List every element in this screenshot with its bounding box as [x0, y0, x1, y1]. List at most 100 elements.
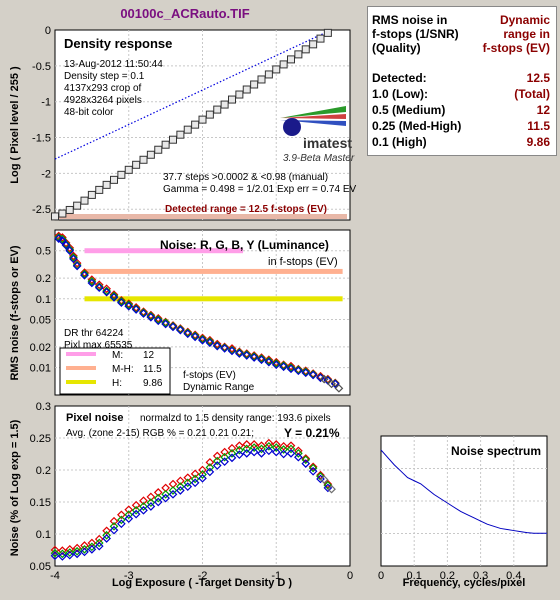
pixel-noise-point [58, 549, 67, 559]
pixel-noise-point [117, 519, 126, 529]
summary-row-value: 12.5 [526, 71, 550, 85]
noise-point [102, 284, 111, 294]
summary-row-value: 9.86 [526, 135, 550, 149]
pixel-noise-point [235, 441, 244, 451]
detected-range-bar [57, 214, 347, 219]
pixel-noise-point [161, 493, 170, 503]
pixel-noise-point [176, 486, 185, 495]
noise-legend-entries: M: 12 M-H: 11.5 H: 9.86 [66, 350, 163, 389]
pixel-noise-point [131, 500, 141, 510]
noise-point [65, 245, 75, 254]
legend-note: f-stops (EV) [183, 370, 236, 381]
pixel-noise-point [94, 538, 104, 548]
imatest-logo: imatest 3.9-Beta Master [280, 106, 355, 164]
noise-point [124, 299, 134, 309]
dr-note: Pixl max 65535 [64, 340, 133, 351]
pixel-noise-point [190, 474, 200, 484]
noise-point [109, 291, 119, 301]
spectrum-grid [381, 436, 547, 566]
pixel-noise-point [183, 478, 193, 488]
noise-point [109, 290, 119, 299]
logo-ray-red [280, 114, 346, 119]
noise-point [294, 366, 303, 376]
pixel-noise-point [153, 493, 163, 503]
density-info-line: 13-Aug-2012 11:50:44 [64, 59, 163, 70]
pixel-noise-point [72, 546, 82, 556]
ytick-label: 0.01 [30, 363, 51, 375]
pixel-noise-point [301, 455, 311, 465]
pixel-noise-point [168, 489, 178, 499]
ytick-label: 0.5 [36, 246, 51, 258]
ytick-label: -1 [41, 97, 51, 109]
noise-point [301, 367, 311, 377]
density-panel: 0 -0.5 -1 -1.5 -2 -2.5 Density response 13-Au… [9, 25, 356, 221]
pixel-noise-point [308, 463, 318, 473]
density-point [139, 155, 148, 164]
noise-point [286, 364, 296, 374]
noise-point [205, 335, 215, 345]
density-point [110, 175, 118, 184]
ytick-label: 0.25 [30, 433, 51, 445]
noise-point [80, 268, 89, 277]
ytick-label: 0.2 [36, 465, 51, 477]
pixel-noise-point [168, 486, 178, 495]
density-point [323, 28, 332, 37]
noise-point [72, 260, 82, 270]
pixel-noise-point [286, 449, 296, 458]
ytick-label: 0.1 [36, 294, 51, 306]
noise-point [227, 344, 237, 353]
noise-point [190, 331, 200, 341]
legend-key: M: [112, 350, 123, 361]
density-point [198, 115, 207, 124]
density-point [301, 45, 310, 54]
noise-point [264, 356, 274, 366]
summary-row-label: 0.25 (Med-High) [372, 119, 462, 133]
noise-point [69, 251, 78, 261]
density-point [220, 100, 229, 109]
pixel-noise-point [190, 469, 200, 479]
noise-point [61, 240, 71, 250]
spectrum-title: Noise spectrum [451, 444, 541, 458]
summary-header-left: RMS noise in f-stops (1/SNR) (Quality) [372, 13, 459, 55]
density-point [287, 55, 295, 64]
spectrum-line [380, 449, 547, 534]
pixel-noise-point [220, 452, 229, 462]
pixel-noise-point [102, 530, 111, 540]
density-info-line: Density step = 0.1 [64, 71, 145, 82]
pixel-noise-point [109, 525, 119, 535]
summary-row-label: 0.1 (High) [372, 135, 427, 149]
pixel-noise-point [58, 552, 67, 561]
pixel-title: Pixel noise [66, 412, 123, 424]
pixel-noise-point [124, 505, 134, 515]
noise-point [94, 280, 104, 290]
noise-point [183, 328, 193, 338]
ytick-label: -2 [41, 168, 51, 180]
summary-row-label: 0.5 (Medium) [372, 103, 446, 117]
density-point [73, 201, 82, 210]
density-point [183, 125, 192, 134]
noise-point [271, 359, 281, 368]
pixel-noise-point [94, 541, 104, 551]
density-point [87, 190, 96, 199]
pixel-noise-point [117, 515, 126, 525]
legend-note: Dynamic Range [183, 382, 255, 393]
pixel-noise-point [124, 510, 134, 520]
noise-point [69, 253, 78, 262]
pixel-noise-point [242, 449, 252, 458]
pixel-noise-point [227, 443, 237, 453]
summary-row-value: 12 [536, 103, 550, 117]
noise-point [72, 261, 82, 271]
noise-point [117, 296, 126, 306]
pixel-noise-point [327, 484, 336, 494]
pixel-noise-point [50, 545, 60, 555]
density-point [95, 185, 104, 194]
density-point [58, 209, 67, 218]
pixel-noise-point [294, 449, 303, 458]
noise-point [183, 327, 193, 337]
pixel-noise-point [235, 445, 244, 455]
noise-point [257, 353, 266, 362]
noise-point [139, 308, 148, 317]
pixel-noise-point [176, 482, 185, 491]
summary-row: 1.0 (Low): (Total) [372, 87, 550, 102]
xtick-label: -1 [271, 570, 281, 582]
